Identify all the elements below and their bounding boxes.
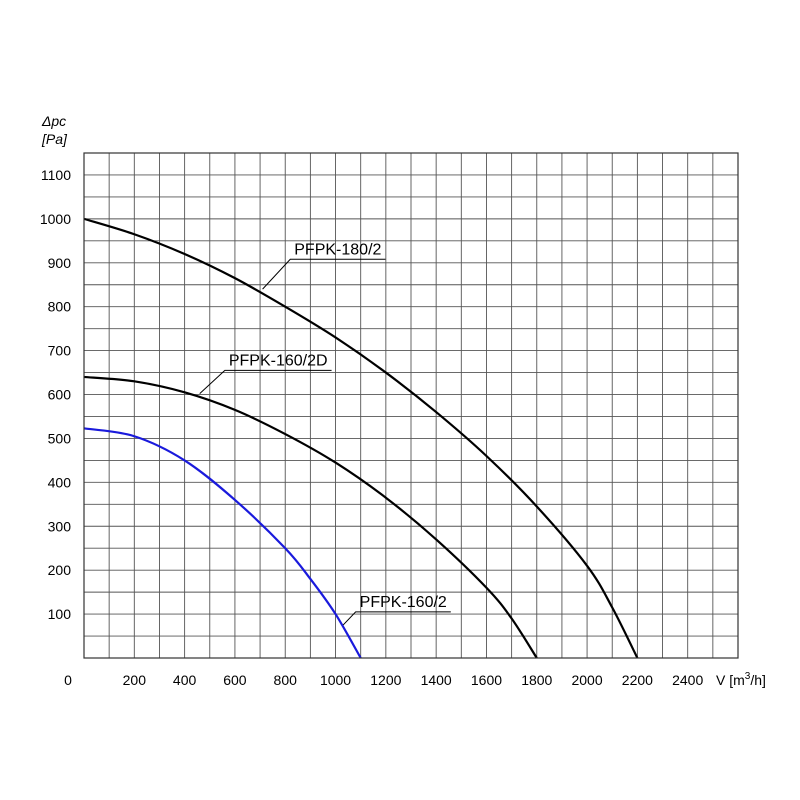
x-tick-label: 400 xyxy=(173,672,197,688)
x-tick-label: 200 xyxy=(123,672,147,688)
y-tick-label: 800 xyxy=(48,299,72,315)
x-tick-label: 1400 xyxy=(421,672,452,688)
series-line xyxy=(83,375,538,659)
y-tick-label: 600 xyxy=(48,387,72,403)
x-tick-label: 1800 xyxy=(521,672,552,688)
x-tick-label: 2000 xyxy=(571,672,602,688)
origin-label: 0 xyxy=(64,672,72,688)
curves xyxy=(83,217,639,659)
y-tick-label: 1100 xyxy=(41,167,71,183)
y-axis-unit: [Pa] xyxy=(41,131,68,147)
y-tick-label: 700 xyxy=(48,343,72,359)
x-tick-label: 2400 xyxy=(672,672,703,688)
x-tick-label: 1200 xyxy=(370,672,401,688)
annotation-leaders: PFPK-180/2 PFPK-160/2D PFPK-160/2 xyxy=(199,241,451,626)
series-line xyxy=(83,427,362,659)
leader-line xyxy=(342,611,451,626)
x-tick-label: 800 xyxy=(274,672,298,688)
leader-line xyxy=(262,258,386,290)
plot-frame xyxy=(83,152,739,659)
x-tick-label: 1000 xyxy=(320,672,351,688)
x-tick-label: 2200 xyxy=(622,672,653,688)
grid xyxy=(84,153,738,658)
y-tick-label: 300 xyxy=(48,518,72,534)
y-tick-label: 500 xyxy=(48,430,72,446)
y-tick-label: 900 xyxy=(48,255,72,271)
series-label: PFPK-160/2D xyxy=(229,352,328,369)
series-label: PFPK-180/2 xyxy=(294,241,381,258)
y-tick-label: 100 xyxy=(48,606,72,622)
tick-labels: 200 400 600 800 1000 1200 1400 1600 1800 2000 2200… xyxy=(40,167,704,688)
y-tick-label: 200 xyxy=(48,562,72,578)
x-tick-label: 600 xyxy=(223,672,247,688)
x-axis-title-sup: 3 xyxy=(745,671,751,682)
x-axis-title-prefix: V [m xyxy=(716,672,745,688)
leader-line xyxy=(199,369,332,395)
y-tick-label: 1000 xyxy=(40,211,71,227)
series-line xyxy=(83,217,639,659)
x-tick-label: 1600 xyxy=(471,672,502,688)
x-axis-title-suffix: /h] xyxy=(750,672,766,688)
x-axis-title: V [m3/h] xyxy=(716,671,766,688)
y-axis-symbol: Δpc xyxy=(41,113,66,129)
series-label: PFPK-160/2 xyxy=(360,594,447,611)
y-tick-label: 400 xyxy=(48,474,72,490)
